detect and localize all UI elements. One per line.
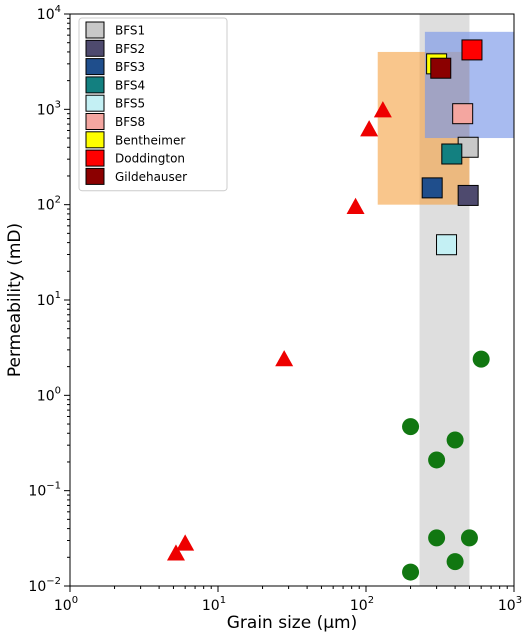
y-axis-ticks: 10−2 10−1 100 101 102 103 104 — [28, 4, 70, 595]
marker-bfs8-1 — [452, 103, 474, 125]
y-tick-label-5: 102 — [37, 195, 61, 214]
x-tick-label-2: 101 — [202, 595, 226, 614]
marker-circle-series-5 — [402, 418, 420, 436]
legend-swatch-bfs8 — [85, 113, 105, 130]
marker-doddington-1 — [461, 39, 483, 61]
y-tick-label-7: 104 — [37, 4, 61, 23]
marker-gildehauser-1 — [430, 57, 452, 79]
legend: BFS1 BFS2 BFS3 BFS4 BFS5 BFS8 Bentheimer Doddin… — [78, 17, 228, 192]
marker-triangle-series-5 — [360, 120, 379, 137]
x-tick-label-1: 100 — [54, 595, 78, 614]
data-markers — [166, 39, 490, 581]
legend-label-bfs8: BFS8 — [115, 115, 145, 129]
legend-swatch-bfs2 — [85, 39, 105, 57]
marker-circle-series-1 — [402, 563, 420, 581]
y-tick-label-4: 101 — [37, 290, 61, 309]
marker-triangle-series-1 — [166, 544, 185, 561]
marker-circle-series-6 — [428, 451, 446, 469]
marker-bfs2-1 — [457, 184, 479, 206]
legend-swatch-bfs3 — [85, 58, 105, 76]
shaded-regions — [377, 14, 514, 586]
legend-label-bfs2: BFS2 — [115, 42, 145, 56]
legend-label-bentheimer: Bentheimer — [115, 133, 185, 147]
legend-label-bfs4: BFS4 — [115, 78, 145, 92]
legend-swatch-bfs1 — [85, 21, 105, 39]
x-tick-label-3: 102 — [350, 595, 374, 614]
legend-label-bfs5: BFS5 — [115, 97, 145, 111]
y-tick-label-3: 100 — [37, 385, 61, 404]
marker-triangle-series-2 — [176, 534, 195, 551]
legend-swatch-bentheimer — [85, 131, 105, 149]
marker-circle-series-2 — [428, 529, 446, 547]
x-tick-label-4: 103 — [498, 595, 522, 614]
marker-bfs3-1 — [421, 177, 443, 199]
legend-swatch-bfs4 — [85, 76, 105, 94]
marker-circle-series-3 — [446, 553, 464, 571]
legend-label-doddington: Doddington — [115, 152, 185, 166]
legend-box — [78, 17, 228, 192]
marker-triangle-series-4 — [346, 197, 365, 214]
marker-bfs5-1 — [436, 234, 458, 256]
legend-swatch-gildehauser — [85, 167, 105, 185]
legend-label-bfs1: BFS1 — [115, 24, 145, 38]
y-tick-label-1: 10−2 — [28, 576, 61, 595]
marker-bfs4-1 — [441, 143, 463, 165]
x-axis-ticks: 100 101 102 103 — [54, 586, 522, 614]
y-axis-label: Permeability (mD) — [5, 223, 25, 377]
marker-circle-series-8 — [472, 350, 490, 368]
y-tick-label-6: 103 — [37, 99, 61, 118]
legend-swatch-doddington — [85, 149, 105, 167]
legend-label-gildehauser: Gildehauser — [115, 170, 187, 184]
marker-circle-series-7 — [446, 431, 464, 449]
marker-circle-series-4 — [460, 529, 478, 547]
x-axis-label: Grain size (µm) — [227, 613, 358, 633]
marker-triangle-series-3 — [275, 350, 294, 367]
legend-swatch-bfs5 — [85, 94, 105, 112]
y-tick-label-2: 10−1 — [28, 481, 61, 500]
marker-triangle-series-6 — [373, 101, 392, 118]
legend-label-bfs3: BFS3 — [115, 60, 145, 74]
